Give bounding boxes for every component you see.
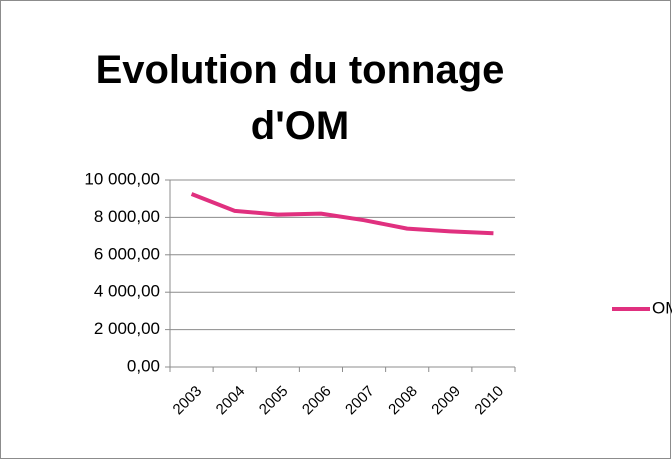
y-tick-label: 0,00 — [127, 356, 160, 375]
y-tick-label: 6 000,00 — [94, 244, 160, 263]
y-tick-label: 8 000,00 — [94, 207, 160, 226]
data-line — [190, 192, 494, 236]
legend-label: OM — [652, 298, 672, 317]
y-tick-label: 2 000,00 — [94, 319, 160, 338]
y-tick-label: 4 000,00 — [94, 282, 160, 301]
y-tick-label: 10 000,00 — [84, 169, 160, 188]
chart-title: Evolution du tonnage d'OM — [95, 48, 505, 148]
